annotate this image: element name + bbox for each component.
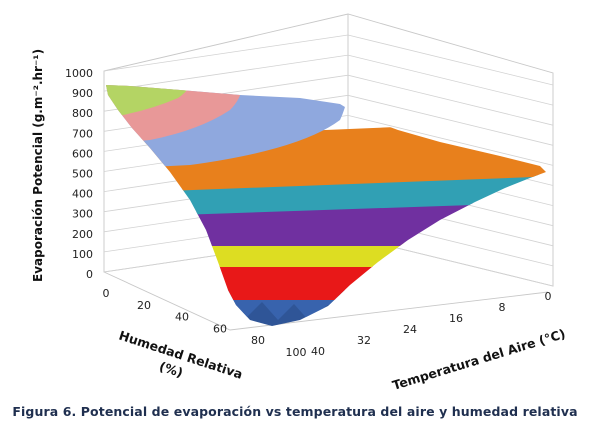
svg-text:(%): (%)	[157, 359, 184, 381]
z-tick-label: 400	[72, 188, 93, 201]
figure-caption: Figura 6. Potencial de evaporación vs te…	[12, 404, 578, 419]
z-tick-label: 100	[72, 248, 93, 261]
temperature-tick-label: 24	[403, 323, 417, 336]
z-tick-label: 300	[72, 208, 93, 221]
band-900-1000	[106, 85, 200, 118]
z-tick-label: 0	[86, 268, 93, 281]
z-gridline	[103, 54, 554, 106]
temperature-tick-label: 0	[545, 290, 552, 303]
z-axis-ticks: 0 100 200 300 400 500 600 700 800 900 1000	[65, 67, 93, 281]
band-400-500	[106, 174, 546, 218]
z-tick-label: 600	[72, 147, 93, 160]
z-gridline	[103, 34, 554, 86]
z-tick-label: 1000	[65, 67, 93, 80]
temperature-tick-label: 16	[449, 312, 463, 325]
temperature-tick-label: 8	[499, 301, 506, 314]
z-tick-label: 700	[72, 127, 93, 140]
z-tick-label: 500	[72, 168, 93, 181]
z-tick-label: 200	[72, 228, 93, 241]
z-tick-label: 900	[72, 87, 93, 100]
humidity-tick-label: 40	[175, 311, 189, 324]
humidity-axis-title: Humedad Relativa (%)	[117, 328, 245, 382]
humidity-axis-ticks: 0 20 40 60 80 100	[103, 287, 307, 359]
humidity-tick-label: 80	[251, 334, 265, 347]
band-100-200	[106, 266, 546, 300]
humidity-tick-label: 60	[213, 322, 227, 335]
temperature-tick-label: 40	[311, 345, 325, 358]
temperature-axis-ticks: 0 8 16 24 32 40	[311, 290, 552, 358]
temperature-tick-label: 32	[357, 334, 371, 347]
z-tick-label: 800	[72, 107, 93, 120]
humidity-tick-label: 0	[103, 287, 110, 300]
z-axis-title: Evaporación Potencial (g.m⁻².hr⁻¹)	[31, 49, 45, 282]
humidity-tick-label: 100	[286, 346, 307, 359]
humidity-tick-label: 20	[137, 299, 151, 312]
